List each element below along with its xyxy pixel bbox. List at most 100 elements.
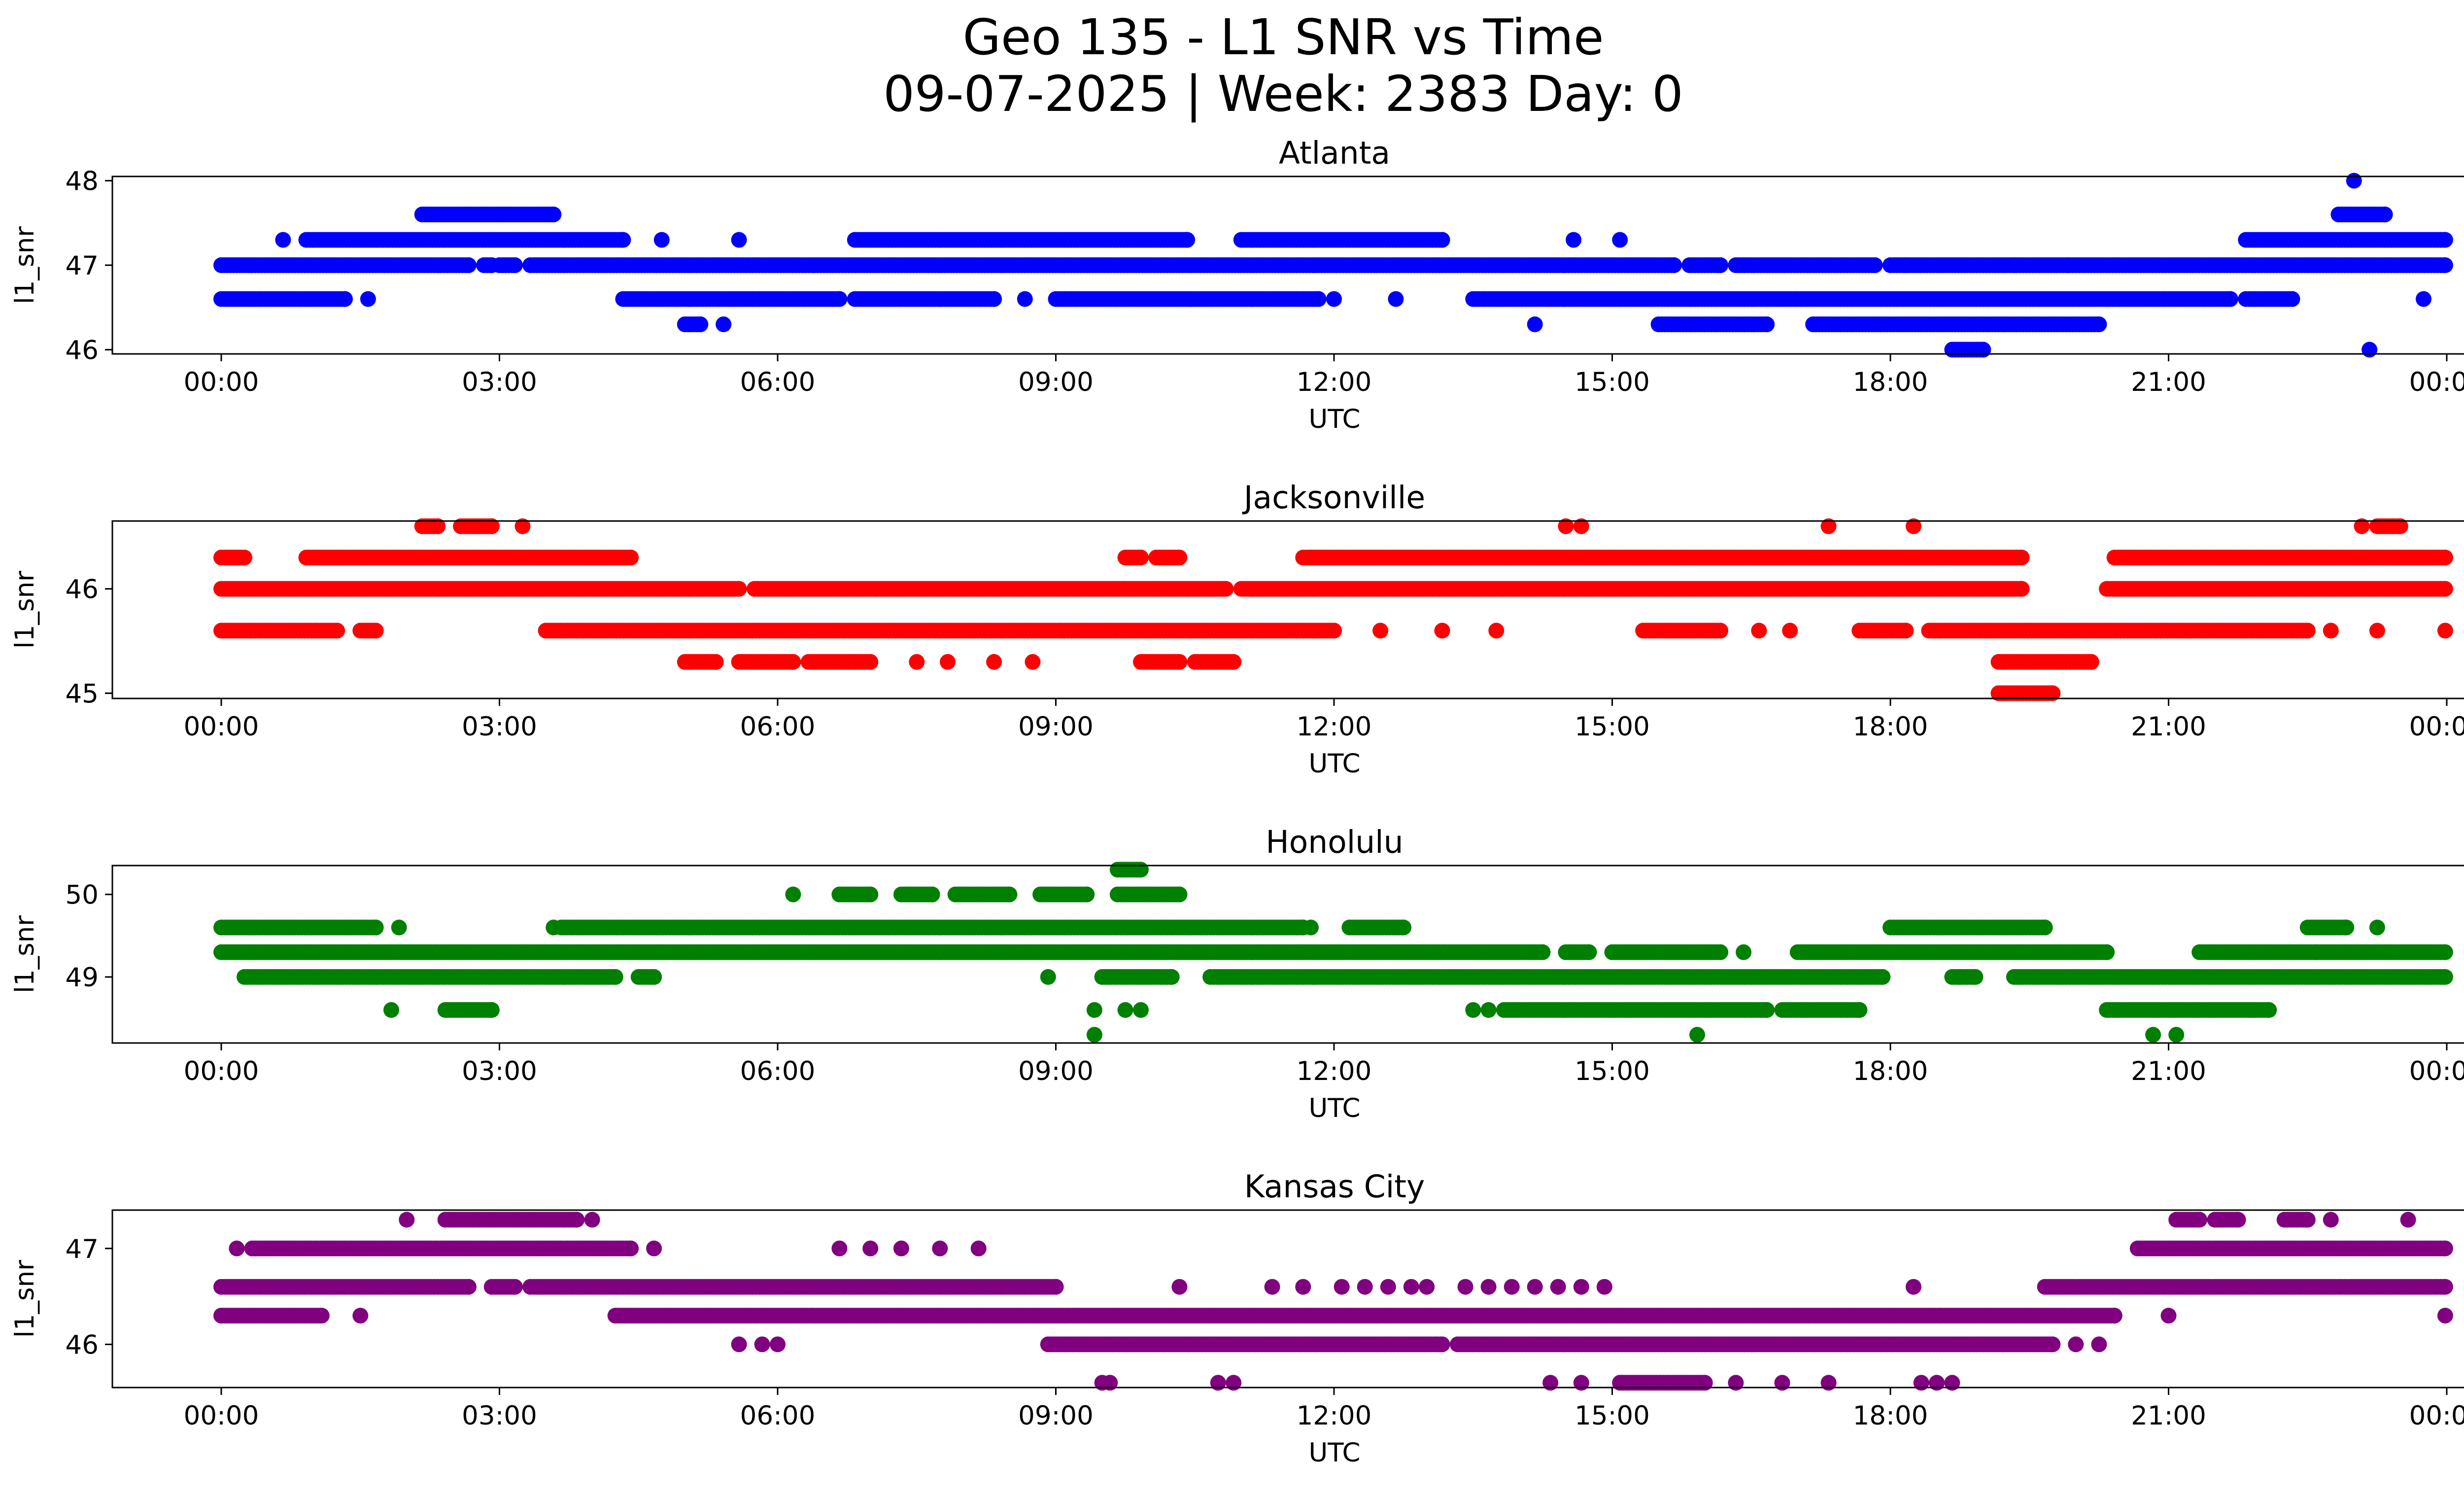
x-tick-label: 15:00 [1574,712,1650,742]
data-point [940,654,956,670]
y-tick-label: 47 [66,251,99,281]
data-point [986,654,1002,670]
data-point [623,550,639,566]
data-point [1326,623,1342,639]
x-tick-label: 00:00 [2409,712,2464,742]
data-point [2014,550,2030,566]
data-point [708,654,724,670]
data-point [368,623,384,639]
data-point [1218,581,1234,597]
subplots: Atlanta 00:00 03:00 06:00 09:00 12:00 15:00 18:… [10,135,2464,1468]
data-point [1875,969,1891,985]
data-points [213,173,2453,358]
data-point [1303,550,1319,566]
subplot-title: Jacksonville [1242,480,1425,516]
data-point [1712,944,1728,960]
data-point [275,232,291,248]
data-point [2323,623,2339,639]
data-point [1527,316,1543,332]
data-point [2299,623,2316,639]
data-point [460,257,477,273]
data-point [1751,623,1767,639]
data-point [862,654,879,670]
data-point [692,316,709,332]
data-point [1782,623,1798,639]
x-tick-label: 09:00 [1018,712,1094,742]
data-point [368,919,384,936]
data-point [1488,623,1505,639]
data-point [1388,291,1404,307]
data-point [1226,654,1242,670]
x-tick-label: 00:00 [184,712,259,742]
data-point [1164,969,1180,985]
data-point [1612,232,1628,248]
x-tick-label: 03:00 [462,367,537,397]
data-point [1566,232,1582,248]
x-tick-label: 21:00 [2131,712,2206,742]
data-point [2091,316,2107,332]
data-point [831,291,848,307]
data-point [1712,623,1728,639]
x-tick-label: 21:00 [2131,367,2206,397]
data-point [1898,257,1914,273]
data-point [2437,232,2453,248]
data-point [607,969,623,985]
data-point [2369,623,2385,639]
data-point [2222,291,2238,307]
data-point [1310,291,1327,307]
data-point [785,654,801,670]
data-point [1898,623,1914,639]
subplot-title: Honolulu [1266,824,1403,860]
x-tick-label: 15:00 [1574,367,1650,397]
data-point [2437,550,2453,566]
x-tick-label: 12:00 [1297,712,1372,742]
data-point [1326,291,1342,307]
data-point [360,291,376,307]
data-point [1666,257,1682,273]
data-point [2284,291,2300,307]
subplot-title: Atlanta [1279,135,1390,171]
data-point [716,316,732,332]
y-axis-label: l1_snr [10,571,40,649]
data-point [329,623,345,639]
data-point [1975,342,1991,358]
data-point [2437,623,2453,639]
x-tick-label: 03:00 [462,712,537,742]
data-point [1025,654,1041,670]
data-point [1967,969,1984,985]
data-point [1133,550,1149,566]
data-point [2006,257,2022,273]
data-point [2437,581,2453,597]
data-point [2083,654,2099,670]
data-point [2437,969,2453,985]
data-point [2437,944,2453,960]
data-point [2346,173,2362,189]
x-tick-label: 06:00 [740,367,816,397]
y-axis-label: l1_snr [10,226,40,304]
x-axis-label: UTC [1308,749,1360,779]
data-point [1581,944,1597,960]
data-point [731,581,747,597]
data-point [337,291,353,307]
data-point [1171,654,1188,670]
data-point [1759,316,1775,332]
data-point [1712,257,1728,273]
data-point [615,232,631,248]
y-tick-label: 46 [66,335,99,365]
y-tick-label: 45 [66,679,99,709]
data-point [507,257,523,273]
figure-title-line-2: 09-07-2025 | Week: 2383 Day: 0 [883,65,1683,123]
x-tick-label: 06:00 [740,712,816,742]
data-point [237,550,252,566]
x-axis-label: UTC [1308,404,1360,434]
data-point [2437,257,2453,273]
data-point [1171,550,1188,566]
data-point [1372,623,1389,639]
data-point [2361,342,2378,358]
data-point [1434,232,1450,248]
x-tick-label: 18:00 [1853,367,1928,397]
x-tick-label: 18:00 [1853,712,1928,742]
y-tick-label: 46 [66,575,99,605]
